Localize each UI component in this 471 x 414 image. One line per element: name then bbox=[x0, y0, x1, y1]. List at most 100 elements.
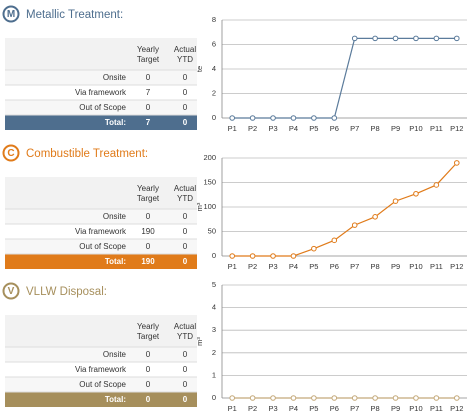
x-tick-label: P12 bbox=[450, 124, 463, 133]
data-point bbox=[453, 160, 460, 166]
table-cell: 0 bbox=[146, 365, 151, 374]
data-point bbox=[433, 395, 440, 401]
panel-icon-letter: C bbox=[7, 148, 14, 159]
x-tick-label: P1 bbox=[228, 404, 237, 413]
table-cell: 0 bbox=[183, 212, 188, 221]
table-bg bbox=[5, 177, 197, 209]
y-tick-label: 8 bbox=[212, 15, 216, 24]
table-header-line: Yearly bbox=[137, 322, 159, 331]
y-tick-label: 0 bbox=[212, 251, 216, 260]
x-tick-label: P2 bbox=[248, 404, 257, 413]
table-cell: 0 bbox=[183, 350, 188, 359]
table-row bbox=[5, 347, 197, 362]
x-tick-label: P11 bbox=[430, 404, 443, 413]
x-tick-label: P3 bbox=[268, 404, 277, 413]
table-header-line: Actual bbox=[174, 45, 196, 54]
data-point bbox=[351, 35, 358, 42]
table-header: Actual YTD bbox=[174, 322, 196, 341]
table-cell: Via framework bbox=[75, 88, 127, 97]
y-tick-label: 0 bbox=[212, 393, 216, 402]
table-row bbox=[5, 239, 197, 254]
x-tick-label: P11 bbox=[430, 262, 443, 271]
data-point bbox=[372, 35, 378, 42]
panel-title: Combustible Treatment: bbox=[26, 148, 148, 160]
x-tick-label: P5 bbox=[309, 124, 318, 133]
x-tick-label: P1 bbox=[228, 124, 237, 133]
data-point bbox=[453, 395, 460, 401]
table-cell: Out of Scope bbox=[79, 242, 126, 251]
x-tick-label: P10 bbox=[409, 124, 422, 133]
x-tick-label: P9 bbox=[391, 262, 400, 271]
panel-icon bbox=[2, 144, 20, 162]
data-point bbox=[351, 222, 358, 228]
table-header-line: YTD bbox=[177, 55, 193, 64]
table-cell: Onsite bbox=[103, 73, 127, 82]
x-tick-label: P4 bbox=[289, 124, 298, 133]
table-header-line: YTD bbox=[177, 194, 193, 203]
x-tick-label: P3 bbox=[268, 262, 277, 271]
table-cell: 0 bbox=[146, 73, 151, 82]
y-tick-label: 1 bbox=[212, 370, 216, 379]
table-cell: 0 bbox=[183, 103, 188, 112]
panel-icon-letter: M bbox=[7, 9, 15, 20]
table-row bbox=[5, 70, 197, 85]
data-point bbox=[392, 198, 399, 204]
x-tick-label: P6 bbox=[330, 262, 339, 271]
table-row bbox=[5, 377, 197, 392]
total-cell: 0 bbox=[183, 395, 188, 404]
table-row bbox=[5, 362, 197, 377]
data-point bbox=[392, 35, 399, 42]
data-point bbox=[249, 395, 256, 401]
table-cell: 0 bbox=[146, 350, 151, 359]
y-axis-label: m³ bbox=[195, 337, 204, 346]
x-tick-label: P8 bbox=[371, 404, 380, 413]
x-tick-label: P10 bbox=[409, 404, 422, 413]
y-axis-label: te bbox=[195, 66, 204, 72]
data-point bbox=[433, 35, 440, 42]
table-cell: Onsite bbox=[103, 212, 127, 221]
y-tick-label: 4 bbox=[212, 64, 216, 73]
data-line bbox=[232, 162, 458, 257]
x-tick-label: P12 bbox=[450, 262, 463, 271]
data-point bbox=[290, 115, 297, 121]
x-tick-label: P3 bbox=[268, 124, 277, 133]
x-tick-label: P4 bbox=[289, 262, 298, 271]
panel-icon-letter: V bbox=[8, 286, 15, 297]
x-tick-label: P1 bbox=[228, 262, 237, 271]
table-header-line: Target bbox=[137, 332, 160, 341]
x-tick-label: P6 bbox=[330, 404, 339, 413]
data-point bbox=[331, 115, 338, 121]
data-point bbox=[270, 115, 276, 121]
data-point bbox=[290, 395, 297, 401]
x-tick-label: P5 bbox=[309, 404, 318, 413]
table-header-line: Actual bbox=[174, 322, 196, 331]
data-point bbox=[290, 253, 297, 259]
table-row bbox=[5, 209, 197, 224]
table-header: Yearly Target bbox=[137, 45, 160, 64]
table-header-line: Actual bbox=[174, 184, 196, 193]
table-cell: Via framework bbox=[75, 227, 127, 236]
x-tick-label: P8 bbox=[371, 262, 380, 271]
y-axis-label: m³ bbox=[195, 202, 204, 211]
total-cell: 0 bbox=[183, 118, 188, 127]
total-row bbox=[5, 392, 197, 407]
table-cell: 0 bbox=[183, 88, 188, 97]
data-point bbox=[392, 395, 399, 401]
table-cell: 0 bbox=[183, 365, 188, 374]
panel-icon bbox=[2, 282, 20, 300]
table-cell: 0 bbox=[146, 380, 151, 389]
x-tick-label: P7 bbox=[350, 262, 359, 271]
data-point bbox=[372, 214, 378, 220]
y-tick-label: 2 bbox=[212, 348, 216, 357]
table-header: Actual YTD bbox=[174, 45, 196, 64]
data-point bbox=[249, 253, 256, 259]
table-cell: 0 bbox=[146, 242, 151, 251]
data-point bbox=[229, 395, 236, 401]
table-cell: Onsite bbox=[103, 350, 127, 359]
panel-title: Metallic Treatment: bbox=[26, 9, 123, 21]
table-cell: 0 bbox=[183, 242, 188, 251]
data-point bbox=[351, 395, 358, 401]
table-cell: 0 bbox=[183, 380, 188, 389]
data-point bbox=[433, 182, 440, 188]
